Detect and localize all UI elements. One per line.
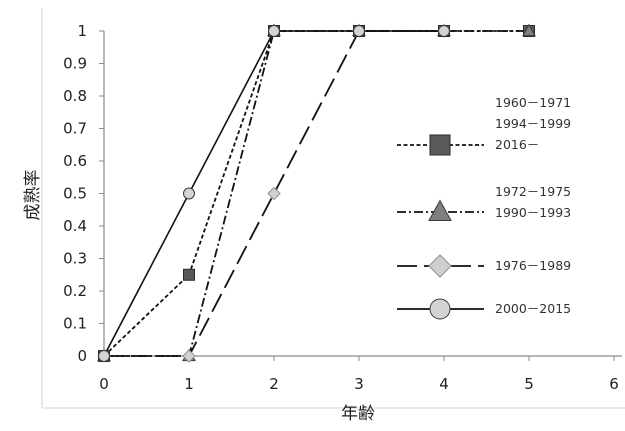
legend-entry: 2000－2015 — [397, 298, 571, 320]
series-triangle — [104, 30, 529, 357]
y-tick-label: 1 — [77, 22, 87, 40]
data-point-diamond — [182, 349, 196, 363]
y-tick-label: 0.7 — [63, 120, 87, 138]
legend-marker-square — [429, 134, 451, 156]
data-point-circle — [438, 25, 450, 37]
x-tick-label: 5 — [524, 375, 534, 393]
y-tick-label: 0.9 — [63, 55, 87, 73]
legend-label: 1972－1975 — [495, 184, 571, 199]
x-tick-label: 4 — [439, 375, 449, 393]
series-diamond — [104, 30, 444, 357]
x-tick-label: 1 — [184, 375, 194, 393]
legend-label: 1990－1993 — [495, 205, 571, 220]
y-tick-label: 0.3 — [63, 250, 87, 268]
series-group — [97, 23, 536, 363]
series-markers-triangle — [97, 23, 536, 362]
data-point-circle — [353, 25, 365, 37]
x-tick-label: 6 — [609, 375, 619, 393]
series-line-square — [103, 30, 529, 357]
y-tick-label: 0 — [77, 347, 87, 365]
y-tick-label: 0.1 — [63, 315, 87, 333]
legend-entry: 1976－1989 — [397, 254, 571, 278]
legend-label: 2000－2015 — [495, 301, 571, 316]
x-tick-label: 2 — [269, 375, 279, 393]
x-tick-label: 0 — [99, 375, 109, 393]
y-tick-label: 0.4 — [63, 217, 87, 235]
data-point-triangle — [522, 23, 536, 37]
legend-label: 1994－1999 — [495, 116, 571, 131]
data-point-square — [183, 268, 195, 281]
y-tick-label: 0.6 — [63, 152, 87, 170]
series-square — [103, 30, 529, 357]
legend-label: 1976－1989 — [495, 258, 571, 273]
series-markers-circle — [98, 25, 450, 362]
legend-marker-diamond — [428, 254, 452, 278]
series-line-triangle — [104, 30, 529, 357]
data-point-circle — [268, 25, 280, 37]
series-markers-diamond — [97, 24, 451, 363]
legend-marker-circle — [429, 298, 451, 320]
data-point-circle — [183, 187, 195, 200]
series-line-diamond — [104, 30, 444, 357]
y-axis-title: 成熟率 — [22, 170, 43, 221]
legend-label: 2016－ — [495, 137, 539, 152]
data-point-diamond — [267, 186, 281, 201]
y-tick-label: 0.5 — [63, 185, 87, 203]
y-tick-label: 0.8 — [63, 87, 87, 105]
tick-labels: 0 0.1 0.2 0.3 0.4 0.5 0.6 0.7 0.8 0.9 1 0 1 2 3 4 5 6 — [63, 22, 619, 393]
legend: 1960－1971 1994－1999 2016－ 1972－1975 1990－199… — [397, 95, 571, 320]
series-markers-square — [98, 25, 535, 362]
legend-entry: 1960－1971 1994－1999 2016－ — [397, 95, 571, 156]
legend-label: 1960－1971 — [495, 95, 571, 110]
y-tick-label: 0.2 — [63, 282, 87, 300]
x-tick-label: 3 — [354, 375, 364, 393]
legend-entry: 1972－1975 1990－1993 — [397, 184, 571, 221]
x-axis-title: 年齢 — [341, 404, 375, 424]
legend-marker-triangle — [428, 199, 452, 221]
data-point-circle — [98, 350, 110, 362]
